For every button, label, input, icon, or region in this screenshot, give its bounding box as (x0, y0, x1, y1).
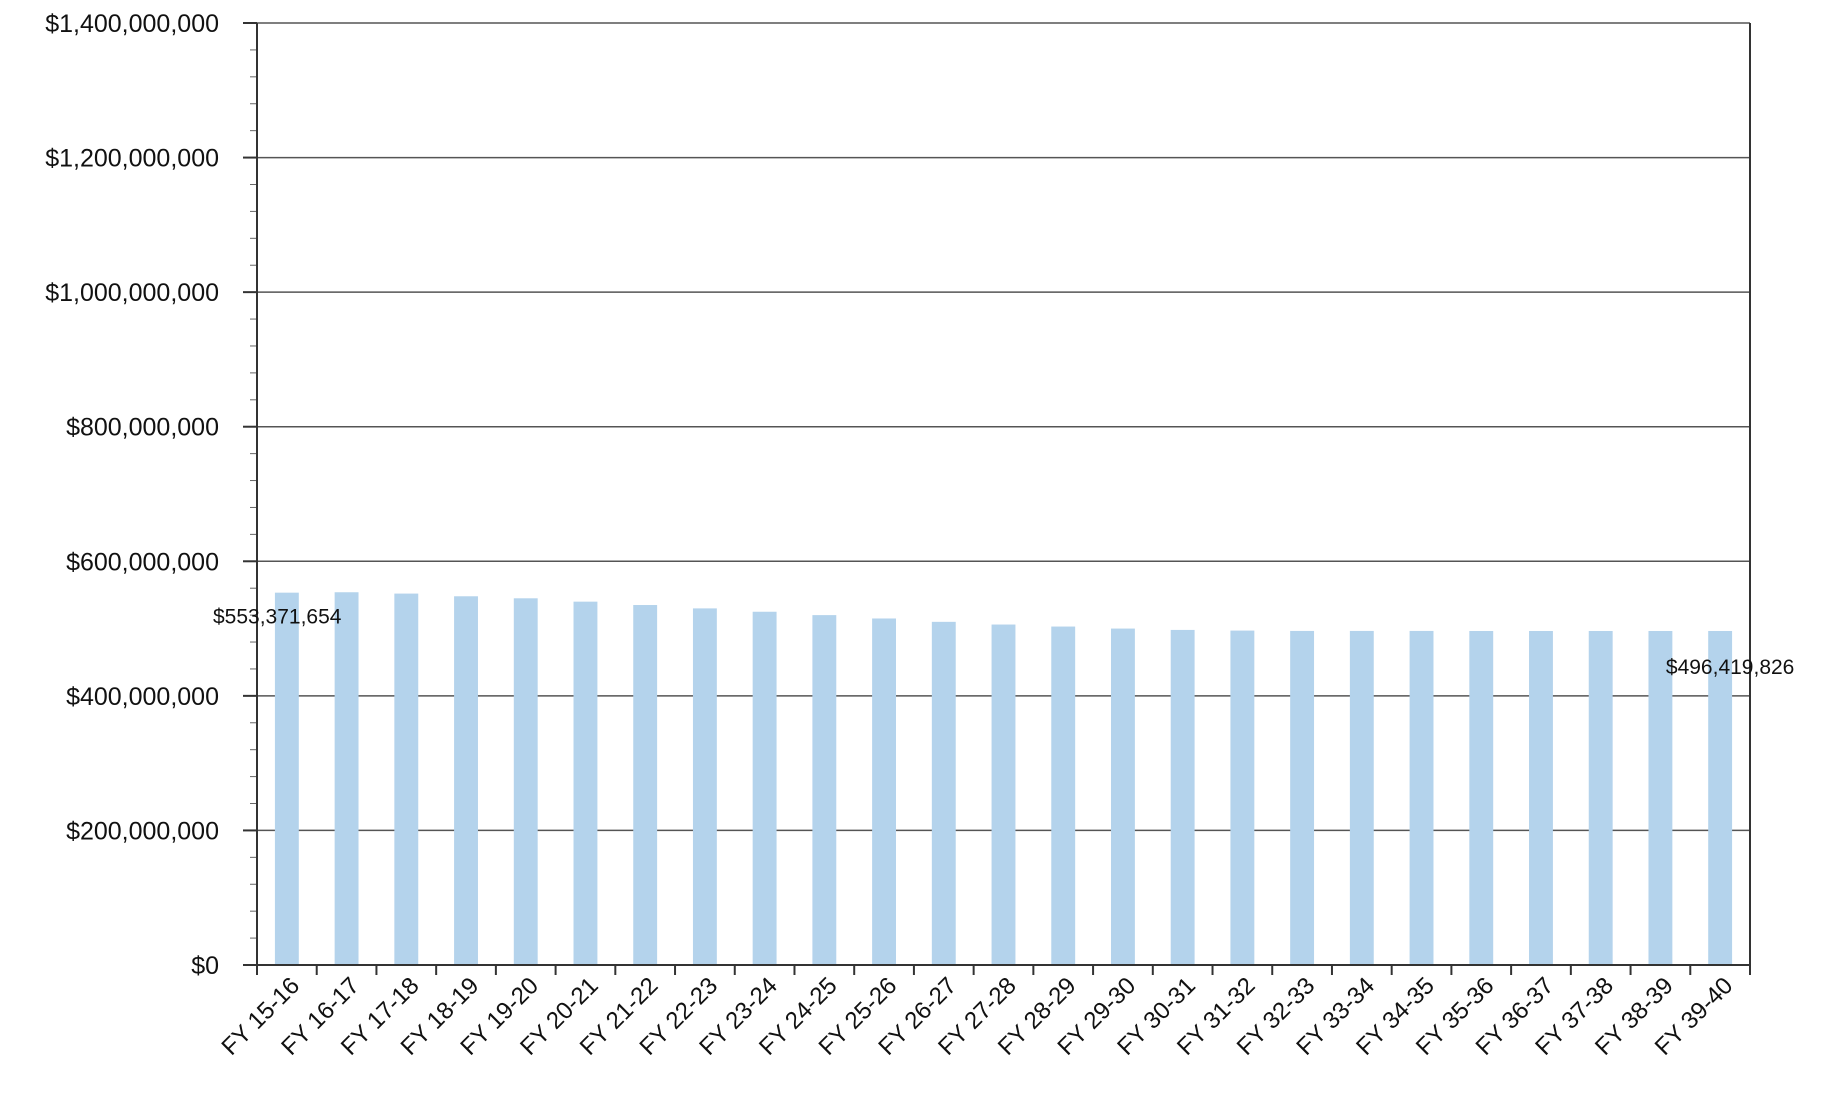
bar (454, 596, 478, 965)
bars (274, 592, 1733, 965)
bar (1469, 630, 1494, 965)
y-tick-label: $400,000,000 (66, 683, 219, 711)
bar (1290, 630, 1315, 965)
y-tick-label: $1,400,000,000 (45, 10, 219, 38)
y-tick-label: $200,000,000 (66, 817, 219, 845)
y-tick-label: $0 (191, 952, 219, 980)
bar (633, 605, 658, 965)
y-tick-labels: $0 $200,000,000 $400,000,000 $600,000,000 $8… (45, 10, 219, 980)
bar (1409, 630, 1434, 965)
bar (1230, 630, 1255, 965)
y-tick-label: $1,200,000,000 (45, 145, 219, 173)
bar (1170, 629, 1195, 965)
bar (931, 621, 956, 965)
bar (274, 592, 299, 965)
bar (394, 593, 419, 965)
bar (1588, 630, 1613, 965)
bar (1708, 630, 1733, 965)
bar (872, 618, 897, 965)
bar (573, 601, 598, 965)
bar (334, 592, 359, 965)
bar (1529, 630, 1553, 965)
bar (812, 615, 837, 965)
bar (1110, 628, 1135, 965)
data-label: $496,419,826 (1666, 656, 1794, 679)
axes (243, 22, 1751, 975)
bar (513, 598, 538, 965)
minor-ticks (250, 49, 257, 939)
bar (692, 608, 717, 965)
y-tick-label: $1,000,000,000 (45, 279, 219, 307)
y-tick-label: $600,000,000 (66, 548, 219, 576)
data-label: $553,371,654 (213, 606, 342, 629)
bar (752, 611, 777, 965)
bar (991, 624, 1016, 965)
bar (1648, 630, 1673, 965)
data-labels: $553,371,654 $496,419,826 (213, 606, 1794, 679)
bar (1051, 626, 1076, 965)
y-tick-label: $800,000,000 (66, 414, 219, 442)
bar (1349, 630, 1374, 965)
